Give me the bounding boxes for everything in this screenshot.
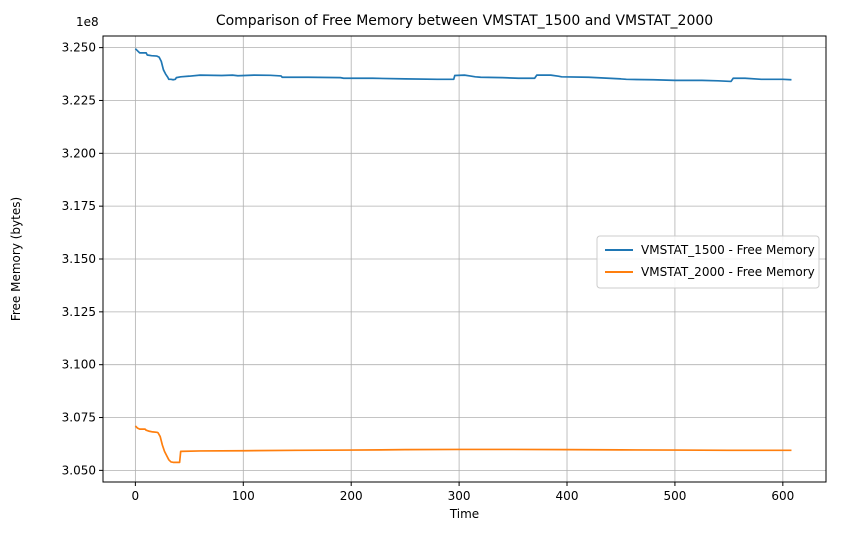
- x-tick-label: 300: [448, 489, 471, 503]
- y-axis: 3.050 3.075 3.100 3.125 3.150 3.175 3.200 3.225…: [62, 41, 103, 477]
- y-tick-label: 3.250: [62, 41, 96, 55]
- y-tick-label: 3.100: [62, 358, 96, 372]
- legend-label-vmstat-1500: VMSTAT_1500 - Free Memory: [641, 243, 815, 257]
- x-tick-label: 400: [556, 489, 579, 503]
- x-axis: 0 100 200 300 400 500 600: [132, 482, 794, 503]
- legend-label-vmstat-2000: VMSTAT_2000 - Free Memory: [641, 265, 815, 279]
- y-tick-label: 3.050: [62, 463, 96, 477]
- x-tick-label: 200: [340, 489, 363, 503]
- series-line-1: [134, 425, 792, 464]
- x-axis-title: Time: [449, 507, 479, 521]
- y-tick-label: 3.175: [62, 199, 96, 213]
- x-tick-label: 0: [132, 489, 140, 503]
- legend: VMSTAT_1500 - Free Memory VMSTAT_2000 - …: [596, 235, 820, 289]
- x-tick-label: 600: [771, 489, 794, 503]
- y-tick-label: 3.150: [62, 252, 96, 266]
- series-lines: [134, 48, 792, 464]
- y-tick-label: 3.225: [62, 93, 96, 107]
- y-tick-label: 3.075: [62, 411, 96, 425]
- y-tick-label: 3.200: [62, 146, 96, 160]
- x-tick-label: 500: [663, 489, 686, 503]
- y-axis-title: Free Memory (bytes): [9, 197, 23, 321]
- x-tick-label: 100: [232, 489, 255, 503]
- legend-box: [596, 235, 820, 289]
- y-axis-offset-label: 1e8: [76, 15, 99, 29]
- y-tick-label: 3.125: [62, 305, 96, 319]
- chart-title: Comparison of Free Memory between VMSTAT…: [216, 13, 713, 29]
- series-line-0: [134, 48, 792, 83]
